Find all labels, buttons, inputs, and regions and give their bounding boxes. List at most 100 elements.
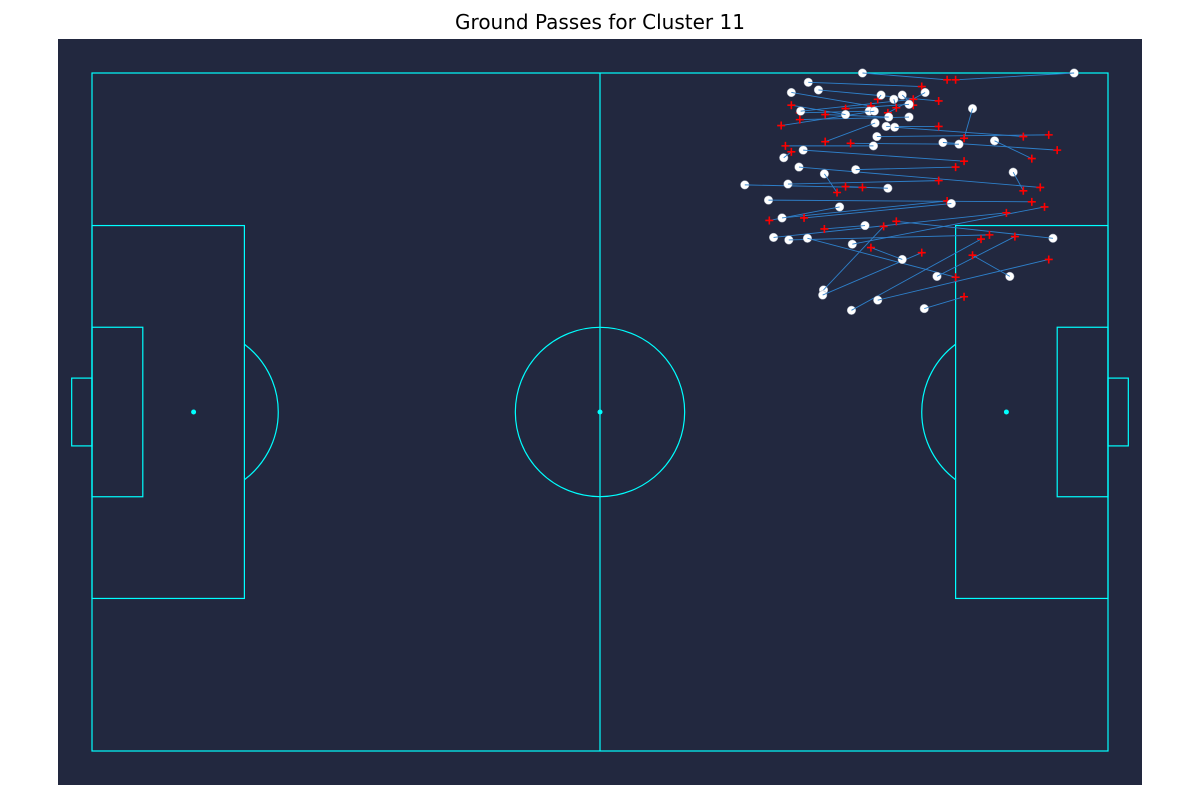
pass-start-tick <box>823 173 828 178</box>
pass-line <box>924 296 965 310</box>
pass-start-marker <box>786 87 796 98</box>
pass-end-marker <box>917 248 926 257</box>
pass-line <box>896 220 1054 239</box>
pass-start-tick <box>970 108 973 113</box>
right-goal <box>1107 377 1129 447</box>
pass-end-marker <box>787 101 796 110</box>
pass-line <box>851 238 982 311</box>
pass-end-marker <box>820 224 829 233</box>
pass-start-tick <box>822 292 827 296</box>
pass-end-marker <box>821 137 830 146</box>
pass-start-marker <box>818 290 828 300</box>
center-circle <box>514 326 686 498</box>
pass-end-marker <box>858 183 867 192</box>
pass-end-marker <box>977 235 985 244</box>
pass-start-marker <box>932 271 942 281</box>
pass-start-tick <box>823 286 827 291</box>
pass-end-marker <box>985 230 994 239</box>
pass-start-tick <box>835 206 840 209</box>
pass-start-tick <box>783 154 788 159</box>
pass-line <box>824 225 866 230</box>
pass-line <box>845 103 910 110</box>
pass-end-marker <box>795 115 804 124</box>
pass-start-marker <box>889 94 899 104</box>
pass-start-tick <box>870 122 876 125</box>
pass-end-marker <box>909 95 918 104</box>
start-markers <box>740 68 1079 315</box>
pass-end-marker <box>833 188 842 197</box>
left-goal <box>71 377 93 447</box>
pass-end-marker <box>800 213 809 222</box>
pass-end-marker <box>1044 130 1053 139</box>
pass-end-marker <box>879 222 888 231</box>
pass-line <box>788 234 990 241</box>
pass-end-marker <box>1040 202 1049 211</box>
pass-end-marker <box>934 96 943 105</box>
pass-line <box>972 254 1011 277</box>
pass-end-marker <box>960 157 969 166</box>
pass-line <box>803 149 965 162</box>
pass-start-tick <box>791 92 796 94</box>
pass-end-marker <box>968 251 977 260</box>
pass-end-marker <box>846 139 855 148</box>
pass-line <box>862 72 948 81</box>
pass-end-marker <box>841 182 850 191</box>
pass-start-tick <box>893 99 896 104</box>
pass-end-marker <box>934 122 943 131</box>
pass-line <box>791 92 872 107</box>
pass-line <box>845 186 888 189</box>
pass-end-marker <box>960 292 969 301</box>
pass-line <box>855 166 956 171</box>
pass-start-tick <box>994 140 999 144</box>
pass-end-marker <box>951 163 960 172</box>
pass-end-marker <box>1036 183 1045 192</box>
pass-end-marker <box>960 134 969 143</box>
pass-start-tick <box>877 298 882 301</box>
pass-line <box>768 199 1032 203</box>
pass-line <box>825 122 876 143</box>
pass-start-tick <box>921 92 926 95</box>
pass-start-tick <box>1005 273 1011 277</box>
pass-line <box>804 203 952 219</box>
pass-line <box>870 247 903 260</box>
pass-end-marker <box>866 243 875 252</box>
pass-end-marker <box>1027 197 1036 206</box>
pass-end-marker <box>1027 154 1036 163</box>
pass-start-tick <box>901 94 906 99</box>
pass-start-tick <box>1012 171 1016 177</box>
pass-end-marker <box>917 82 926 91</box>
pass-end-marker <box>1019 186 1028 195</box>
pass-line <box>808 81 922 88</box>
pass-start-tick <box>936 274 942 277</box>
pitch-markings <box>71 72 1129 752</box>
left-penalty-spot <box>191 409 197 415</box>
pass-line <box>781 200 948 219</box>
pass-line <box>781 110 875 126</box>
pass-end-marker <box>1044 255 1053 264</box>
pass-start-tick <box>878 94 882 99</box>
pass-start-tick <box>898 257 903 260</box>
pass-start-marker <box>920 87 930 98</box>
pass-end-marker <box>821 110 830 119</box>
pass-line <box>994 140 1032 160</box>
pass-start-tick <box>807 237 812 240</box>
pass-end-marker <box>951 273 960 282</box>
pass-line <box>823 226 884 291</box>
pass-line <box>787 180 939 185</box>
pass-start-marker <box>919 304 929 314</box>
pass-start-tick <box>870 110 875 113</box>
left-penalty-arc <box>244 343 279 481</box>
pass-line <box>963 108 973 139</box>
chart-title: Ground Passes for Cluster 11 <box>455 10 745 34</box>
pass-end-marker <box>765 216 774 225</box>
pass-end-marker <box>892 217 901 226</box>
right-penalty-spot <box>1003 409 1009 415</box>
pass-line <box>877 259 1049 301</box>
pass-line <box>825 114 889 118</box>
pass-line <box>807 237 956 278</box>
pass-end-marker <box>1010 232 1019 241</box>
pass-end-marker <box>781 141 790 150</box>
pass-end-marker <box>787 147 796 156</box>
pass-line <box>936 236 1016 277</box>
